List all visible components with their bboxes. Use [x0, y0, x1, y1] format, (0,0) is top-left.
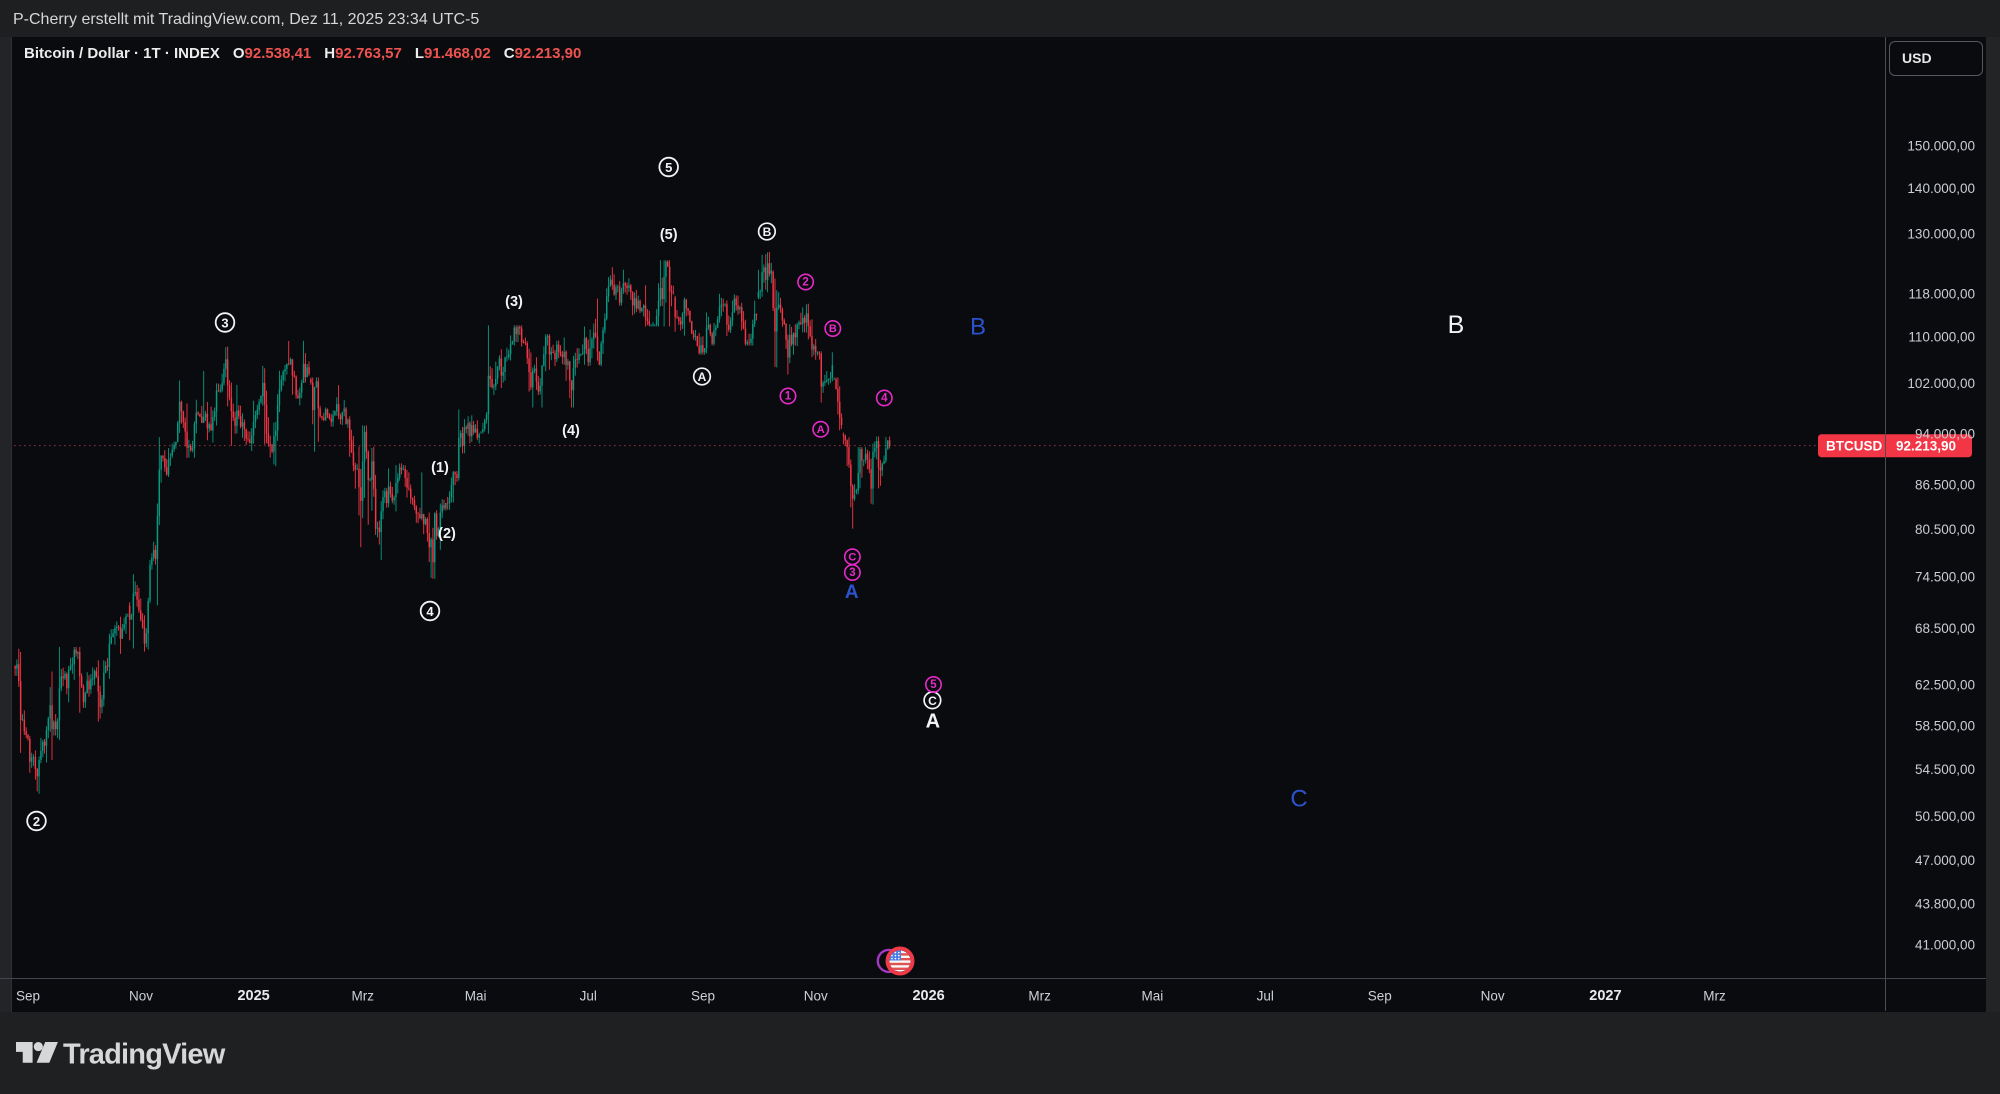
svg-text:110.000,00: 110.000,00 [1908, 330, 1975, 345]
svg-text:B: B [829, 323, 837, 335]
svg-text:Mrz: Mrz [352, 989, 375, 1004]
svg-text:(3): (3) [505, 294, 523, 310]
svg-text:140.000,00: 140.000,00 [1907, 181, 1975, 196]
svg-text:A: A [845, 582, 859, 603]
svg-text:1: 1 [785, 391, 792, 403]
svg-text:5: 5 [665, 160, 672, 175]
svg-text:43.800,00: 43.800,00 [1915, 897, 1975, 912]
svg-text:C: C [928, 694, 937, 708]
svg-text:A: A [926, 711, 940, 733]
svg-text:5: 5 [930, 679, 937, 691]
svg-text:118.000,00: 118.000,00 [1908, 286, 1975, 301]
svg-text:41.000,00: 41.000,00 [1915, 937, 1975, 952]
svg-text:Jul: Jul [1257, 989, 1274, 1004]
svg-text:2027: 2027 [1589, 988, 1621, 1004]
svg-text:Sep: Sep [691, 989, 715, 1004]
svg-text:2025: 2025 [237, 988, 269, 1004]
svg-text:Nov: Nov [129, 989, 153, 1004]
svg-text:3: 3 [221, 316, 228, 331]
svg-text:4: 4 [426, 604, 434, 619]
svg-text:Jul: Jul [580, 989, 597, 1004]
svg-text:2: 2 [802, 277, 808, 289]
svg-text:62.500,00: 62.500,00 [1915, 678, 1975, 693]
svg-text:(4): (4) [562, 423, 580, 439]
svg-text:4: 4 [881, 393, 888, 405]
svg-text:Mai: Mai [1142, 989, 1164, 1004]
svg-text:Nov: Nov [1481, 989, 1505, 1004]
svg-text:2026: 2026 [912, 988, 944, 1004]
svg-text:(2): (2) [438, 526, 456, 542]
svg-text:3: 3 [849, 567, 855, 579]
svg-text:(5): (5) [660, 227, 678, 243]
svg-text:80.500,00: 80.500,00 [1915, 522, 1975, 537]
svg-text:Sep: Sep [1368, 989, 1392, 1004]
svg-text:92.213,90: 92.213,90 [1896, 439, 1956, 454]
svg-text:A: A [817, 424, 825, 436]
svg-text:50.500,00: 50.500,00 [1915, 809, 1975, 824]
svg-text:BTCUSD: BTCUSD [1826, 439, 1882, 454]
svg-text:B: B [1448, 311, 1465, 339]
svg-text:54.500,00: 54.500,00 [1915, 762, 1975, 777]
svg-text:68.500,00: 68.500,00 [1915, 621, 1975, 636]
svg-text:Mrz: Mrz [1703, 989, 1726, 1004]
svg-text:C: C [1290, 786, 1307, 813]
svg-text:150.000,00: 150.000,00 [1907, 139, 1975, 154]
svg-text:Mai: Mai [465, 989, 487, 1004]
svg-text:130.000,00: 130.000,00 [1907, 227, 1975, 242]
svg-text:TradingView: TradingView [63, 1039, 226, 1071]
svg-text:74.500,00: 74.500,00 [1915, 570, 1975, 585]
svg-text:Nov: Nov [804, 989, 828, 1004]
svg-text:Mrz: Mrz [1028, 989, 1051, 1004]
svg-text:2: 2 [33, 814, 40, 829]
svg-text:102.000,00: 102.000,00 [1907, 376, 1975, 391]
svg-text:C: C [848, 551, 856, 563]
svg-text:B: B [970, 314, 986, 341]
svg-text:B: B [763, 225, 772, 239]
svg-text:(1): (1) [431, 460, 449, 476]
svg-text:94.000,00: 94.000,00 [1915, 426, 1975, 441]
svg-text:58.500,00: 58.500,00 [1915, 718, 1975, 733]
svg-text:86.500,00: 86.500,00 [1915, 478, 1975, 493]
svg-text:Sep: Sep [16, 989, 40, 1004]
svg-text:A: A [698, 370, 707, 384]
svg-text:47.000,00: 47.000,00 [1915, 853, 1975, 868]
